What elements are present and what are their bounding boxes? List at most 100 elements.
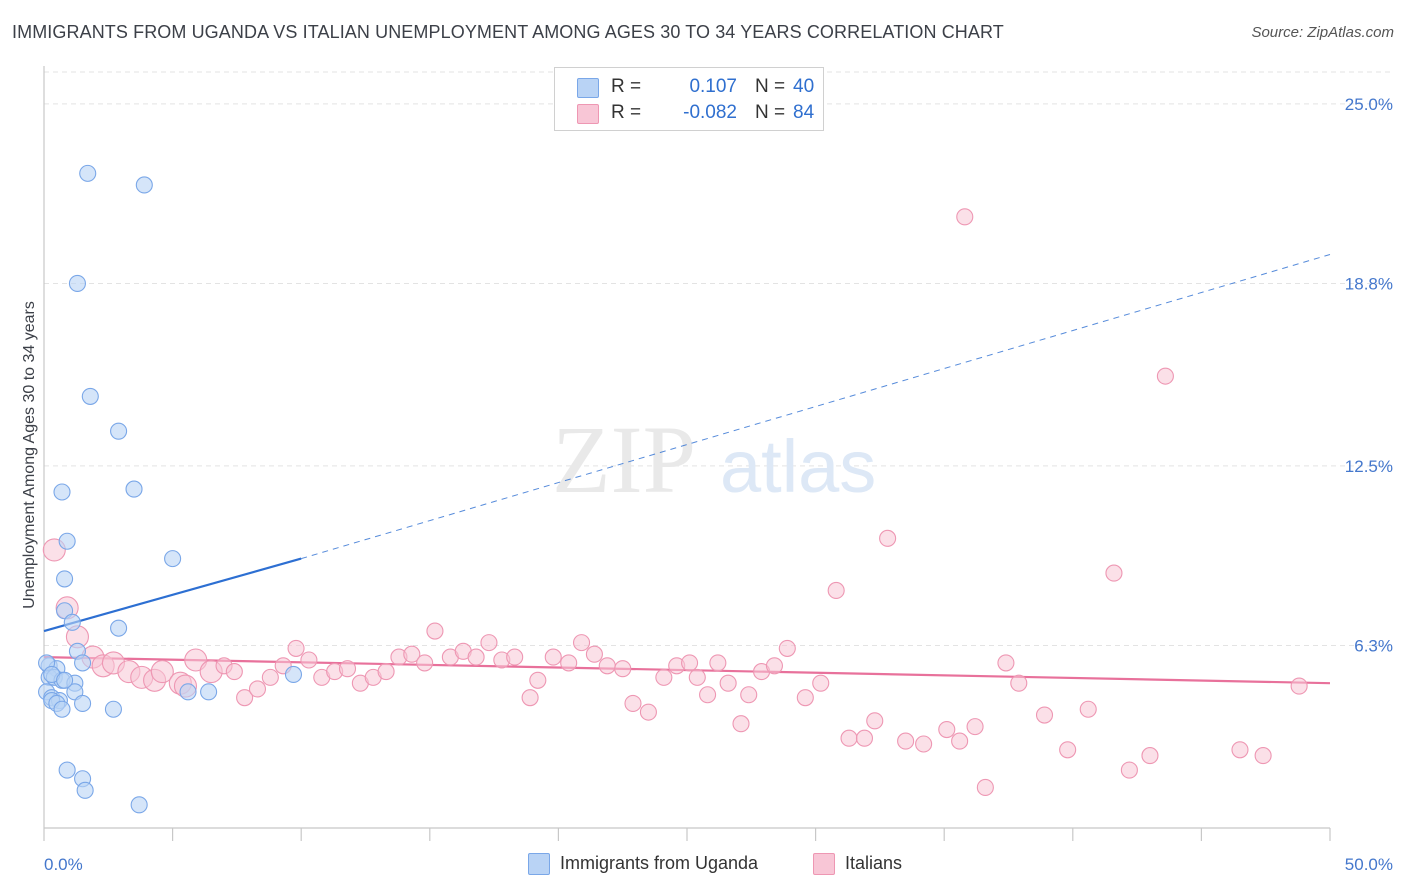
y-tick-label: 6.3%: [1354, 637, 1393, 656]
uganda-point: [130, 796, 148, 814]
uganda-point: [56, 570, 74, 588]
uganda-point: [200, 683, 218, 701]
gridlines: [44, 71, 1392, 647]
italians-point: [236, 689, 254, 707]
italians-point: [879, 529, 897, 547]
italians-point: [709, 654, 727, 672]
y-tick-label: 18.8%: [1345, 274, 1393, 293]
italians-point: [338, 660, 357, 678]
y-axis-label: Unemployment Among Ages 30 to 34 years: [21, 301, 38, 609]
italians-point: [1105, 564, 1123, 582]
italians-point: [560, 654, 578, 672]
legend-label-italians: Italians: [845, 853, 903, 873]
y-tick-label: 25.0%: [1345, 95, 1393, 114]
italians-point: [740, 686, 758, 704]
uganda-point: [63, 613, 81, 631]
italians-point: [1010, 674, 1028, 692]
italians-point: [150, 660, 174, 684]
italians-point: [1120, 761, 1138, 779]
italians-point: [655, 668, 673, 686]
n-label: N =: [755, 102, 786, 123]
r-label: R =: [611, 102, 642, 123]
r-value: -0.082: [683, 102, 737, 123]
italians-point: [796, 689, 814, 707]
italians-point: [699, 686, 717, 704]
uganda-point: [110, 619, 128, 637]
italians-point: [467, 648, 485, 666]
italians-point: [966, 718, 984, 736]
italians-point: [951, 732, 969, 750]
italians-point: [897, 732, 915, 750]
italians-point: [765, 657, 783, 675]
italians-point: [614, 660, 632, 678]
italians-point: [840, 729, 858, 747]
italians-point: [248, 680, 267, 698]
italians-point: [544, 648, 562, 666]
uganda-points: [38, 164, 303, 814]
chart-title: IMMIGRANTS FROM UGANDA VS ITALIAN UNEMPL…: [12, 22, 1004, 42]
italians-point: [506, 648, 524, 666]
x-tick-label: 50.0%: [1345, 855, 1393, 874]
italians-point: [778, 639, 796, 657]
source-label: Source: ZipAtlas.com: [1251, 24, 1394, 41]
uganda-point: [68, 274, 86, 292]
italians-point: [426, 622, 444, 640]
italians-point: [812, 674, 830, 692]
x-tick-label: 0.0%: [44, 855, 83, 874]
uganda-swatch: [577, 78, 599, 98]
n-value: 84: [793, 102, 815, 123]
uganda-point: [81, 387, 99, 405]
uganda-point: [125, 480, 143, 498]
watermark-atlas: atlas: [720, 425, 876, 508]
italians-point: [997, 654, 1015, 672]
uganda-point: [74, 654, 92, 672]
italians-point: [1231, 741, 1249, 759]
y-tick-label: 12.5%: [1345, 457, 1393, 476]
italians-point: [1141, 747, 1159, 765]
uganda-point: [58, 761, 76, 779]
italians-point: [976, 778, 994, 796]
legend-label-uganda: Immigrants from Uganda: [560, 853, 759, 873]
uganda-point: [79, 164, 97, 182]
uganda-swatch: [528, 853, 550, 875]
correlation-legend: R = 0.107 N = 40 R = -0.082 N = 84: [554, 67, 824, 131]
italians-point: [1035, 706, 1054, 724]
italians-point: [529, 671, 547, 689]
italians-point: [598, 657, 616, 675]
italians-point: [1079, 700, 1097, 718]
uganda-trend-line: [43, 557, 302, 633]
n-value: 40: [793, 76, 815, 97]
uganda-point: [56, 671, 74, 689]
italians-point: [624, 694, 642, 712]
italians-point: [639, 703, 657, 721]
watermark: ZIP atlas: [552, 406, 876, 513]
tick-labels: 6.3% 12.5% 18.8% 25.0% 0.0% 50.0%: [44, 95, 1393, 874]
italians-point: [719, 674, 737, 692]
uganda-point: [135, 176, 153, 194]
r-label: R =: [611, 76, 642, 97]
italians-point: [521, 689, 539, 707]
uganda-point: [104, 700, 122, 718]
r-value: 0.107: [689, 76, 737, 97]
italians-point: [938, 720, 956, 739]
uganda-trend-extrapolated: [301, 254, 1331, 560]
italians-point: [184, 648, 208, 672]
italians-point: [1254, 747, 1272, 765]
italians-point: [915, 735, 933, 753]
uganda-point: [53, 700, 71, 718]
uganda-point: [179, 683, 197, 701]
italians-point: [572, 634, 591, 652]
italians-point: [1059, 741, 1077, 759]
italians-point: [416, 654, 434, 672]
italians-point: [681, 654, 699, 672]
italians-point: [377, 663, 395, 681]
italians-swatch: [577, 104, 599, 124]
italians-point: [866, 712, 884, 730]
n-label: N =: [755, 76, 786, 97]
italians-point: [827, 581, 845, 600]
italians-point: [732, 715, 750, 733]
italians-point: [688, 668, 706, 686]
uganda-point: [74, 694, 92, 712]
italians-points: [42, 208, 1308, 796]
